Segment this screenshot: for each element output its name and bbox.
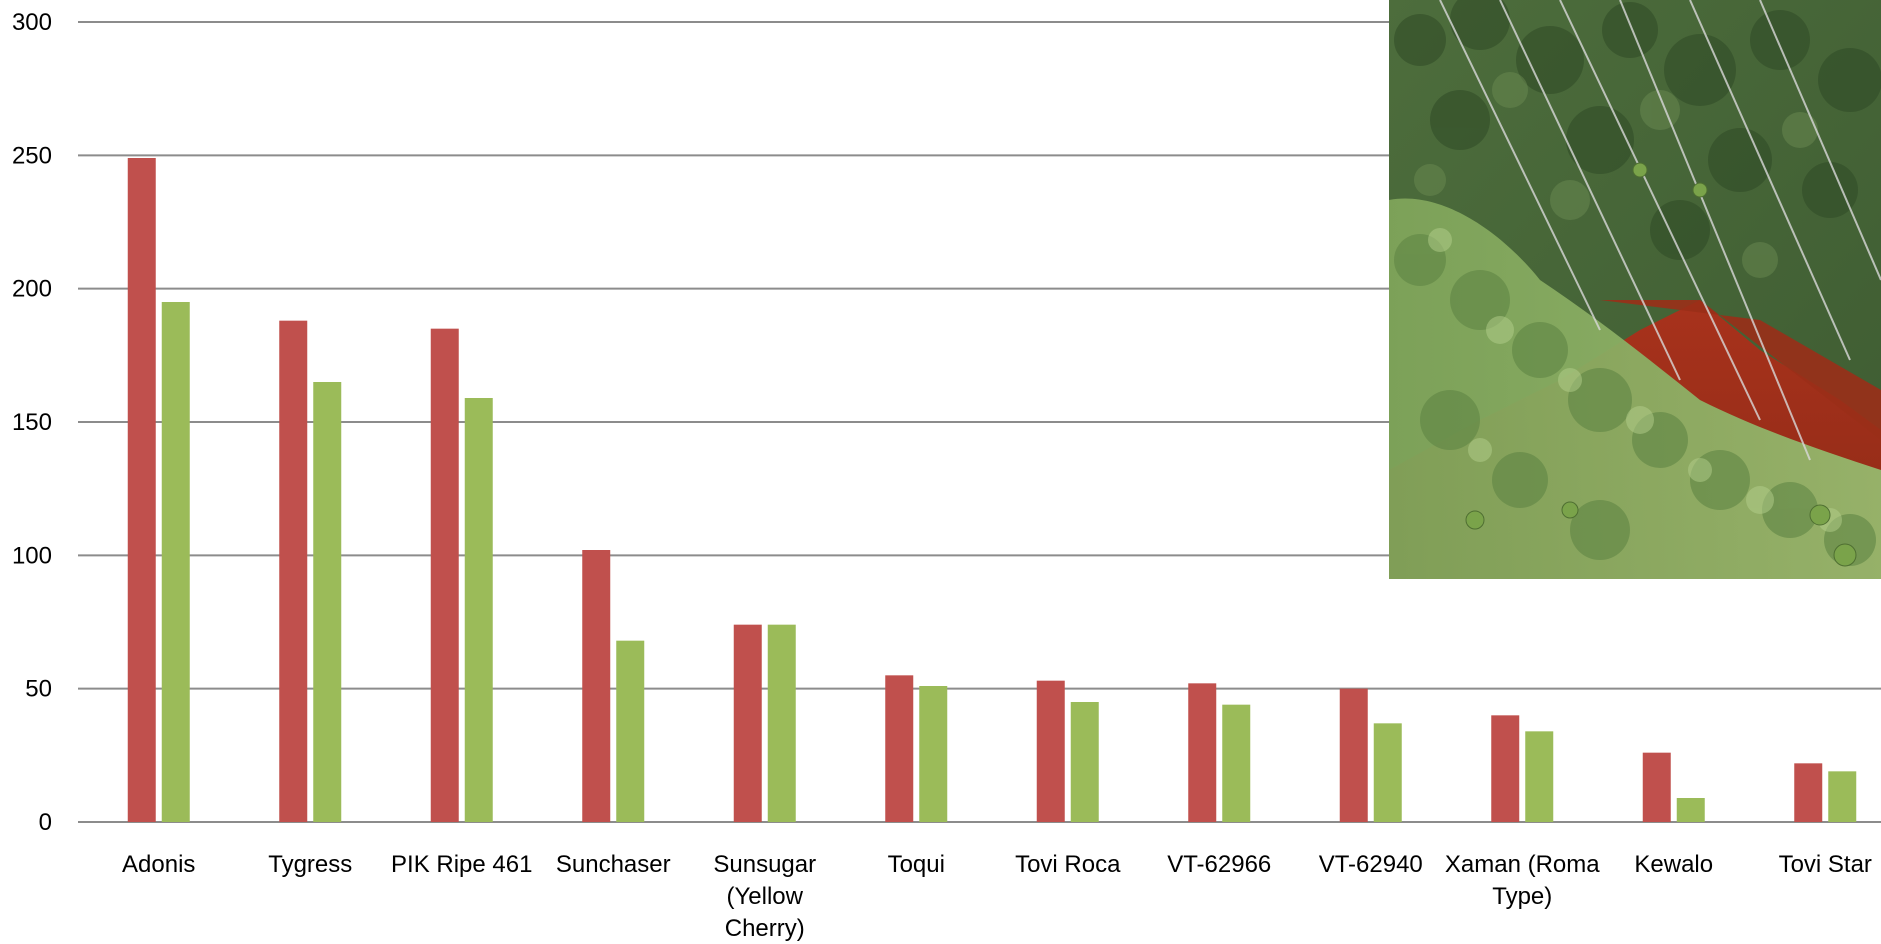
x-tick-label: Tygress <box>268 851 352 878</box>
gridlines <box>78 21 1881 823</box>
y-tick-label: 50 <box>25 676 52 703</box>
bar-series-1-1 <box>279 320 308 822</box>
bar-series-2-8 <box>1373 723 1402 822</box>
bar-series-1-5 <box>885 675 914 822</box>
bar-series-1-7 <box>1188 683 1217 822</box>
x-tick-label: Toqui <box>888 851 945 878</box>
bar-series-2-11 <box>1828 771 1857 822</box>
y-tick-label: 300 <box>12 9 52 36</box>
bar-series-2-1 <box>313 382 342 822</box>
tomato-plants-photo <box>1389 0 1881 579</box>
bar-series-2-5 <box>919 686 948 822</box>
bar-series-1-0 <box>127 158 156 822</box>
bar-series-1-2 <box>430 328 459 822</box>
bar-series-2-7 <box>1222 704 1251 822</box>
y-tick-label: 0 <box>39 809 52 836</box>
x-tick-label: Sunsugar (Yellow Cherry) <box>713 851 816 942</box>
x-axis-category-labels: Adonis Tygress PIK Ripe 461 Sunchaser Sunsug… <box>122 851 1872 942</box>
y-tick-label: 150 <box>12 409 52 436</box>
bar-series-2-0 <box>161 302 190 822</box>
x-tick-label: Tovi Star <box>1779 851 1872 878</box>
bar-series-1-9 <box>1491 715 1520 822</box>
y-tick-label: 100 <box>12 542 52 569</box>
x-tick-label: PIK Ripe 461 <box>391 851 532 878</box>
bar-series-1-11 <box>1794 763 1823 822</box>
bar-series-2-2 <box>464 398 493 822</box>
bar-series-2-6 <box>1070 702 1099 822</box>
bar-series-1-8 <box>1339 688 1368 822</box>
x-tick-label: Kewalo <box>1634 851 1713 878</box>
bar-series-2-4 <box>767 624 796 822</box>
bar-series-2-10 <box>1676 798 1705 822</box>
bar-series-1-3 <box>582 550 611 822</box>
bar-series-1-4 <box>733 624 762 822</box>
bar-series-1-10 <box>1642 752 1671 822</box>
bar-series-2-9 <box>1525 731 1554 822</box>
x-tick-label: Xaman (Roma Type) <box>1445 851 1600 910</box>
y-axis-tick-labels: 0 50 100 150 200 250 300 <box>12 9 52 836</box>
x-tick-label: VT-62966 <box>1167 851 1271 878</box>
x-tick-label: Sunchaser <box>556 851 671 878</box>
y-tick-label: 250 <box>12 142 52 169</box>
x-tick-label: Adonis <box>122 851 195 878</box>
bar-series-1-6 <box>1036 680 1065 822</box>
y-tick-label: 200 <box>12 276 52 303</box>
bars <box>127 158 1857 822</box>
x-tick-label: VT-62940 <box>1319 851 1423 878</box>
x-tick-label: Tovi Roca <box>1015 851 1121 878</box>
bar-series-2-3 <box>616 640 645 822</box>
